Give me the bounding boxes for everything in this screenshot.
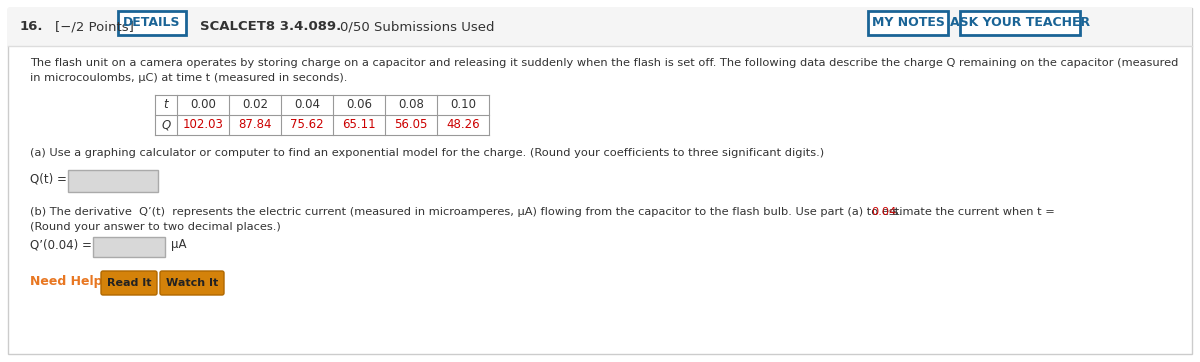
Text: The flash unit on a camera operates by storing charge on a capacitor and releasi: The flash unit on a camera operates by s…: [30, 58, 1178, 68]
Text: 56.05: 56.05: [395, 118, 427, 131]
Text: 0.04: 0.04: [871, 207, 896, 217]
Text: 48.26: 48.26: [446, 118, 480, 131]
Text: 87.84: 87.84: [239, 118, 271, 131]
Text: DETAILS: DETAILS: [124, 17, 181, 29]
FancyBboxPatch shape: [101, 271, 157, 295]
Text: Watch It: Watch It: [166, 278, 218, 288]
Text: ASK YOUR TEACHER: ASK YOUR TEACHER: [950, 17, 1090, 29]
Bar: [68, 170, 158, 192]
Text: SCALCET8 3.4.089.: SCALCET8 3.4.089.: [200, 21, 341, 34]
Text: MY NOTES: MY NOTES: [871, 17, 944, 29]
Text: 0.08: 0.08: [398, 98, 424, 111]
Text: μA: μA: [172, 238, 186, 251]
Text: Q(t) =: Q(t) =: [30, 172, 67, 185]
Text: 75.62: 75.62: [290, 118, 324, 131]
Bar: [8, 8, 1192, 46]
FancyBboxPatch shape: [118, 11, 186, 35]
Text: 0.00: 0.00: [190, 98, 216, 111]
Text: 0.06: 0.06: [346, 98, 372, 111]
Text: 0/50 Submissions Used: 0/50 Submissions Used: [340, 21, 494, 34]
Text: 102.03: 102.03: [182, 118, 223, 131]
Text: Read It: Read It: [107, 278, 151, 288]
Text: 0.10: 0.10: [450, 98, 476, 111]
Text: 65.11: 65.11: [342, 118, 376, 131]
Text: 0.02: 0.02: [242, 98, 268, 111]
Text: (a) Use a graphing calculator or computer to find an exponential model for the c: (a) Use a graphing calculator or compute…: [30, 148, 824, 158]
Text: 16.: 16.: [20, 21, 43, 34]
FancyBboxPatch shape: [868, 11, 948, 35]
FancyBboxPatch shape: [160, 271, 224, 295]
Text: Q’(0.04) =: Q’(0.04) =: [30, 238, 92, 251]
Text: (Round your answer to two decimal places.): (Round your answer to two decimal places…: [30, 222, 281, 232]
Text: Q: Q: [161, 118, 170, 131]
Text: 0.04: 0.04: [294, 98, 320, 111]
Text: [−/2 Points]: [−/2 Points]: [55, 21, 134, 34]
Text: in microcoulombs, μC) at time t (measured in seconds).: in microcoulombs, μC) at time t (measure…: [30, 73, 347, 83]
Text: (b) The derivative  Q’(t)  represents the electric current (measured in microamp: (b) The derivative Q’(t) represents the …: [30, 207, 1058, 217]
Text: t: t: [163, 98, 168, 111]
Text: Need Help?: Need Help?: [30, 275, 110, 288]
Bar: [94, 237, 166, 257]
FancyBboxPatch shape: [960, 11, 1080, 35]
Text: s.: s.: [889, 207, 902, 217]
